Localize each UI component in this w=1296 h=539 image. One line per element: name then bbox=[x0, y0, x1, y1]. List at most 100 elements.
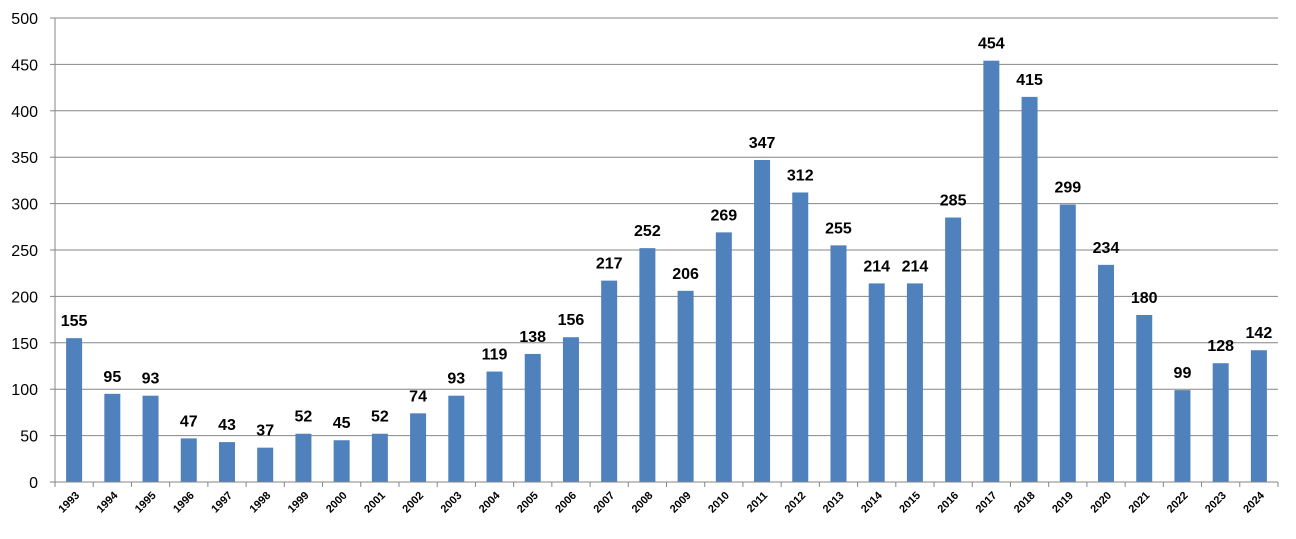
data-label: 138 bbox=[519, 329, 546, 346]
y-tick-label: 0 bbox=[29, 475, 38, 492]
bar-2008 bbox=[639, 248, 656, 482]
x-tick-label: 1994 bbox=[95, 489, 121, 515]
data-label: 156 bbox=[558, 312, 585, 329]
data-label: 128 bbox=[1207, 338, 1234, 355]
x-tick-label: 1999 bbox=[286, 490, 312, 516]
x-tick-label: 2004 bbox=[477, 489, 503, 515]
bar-1996 bbox=[180, 438, 197, 482]
bar-2016 bbox=[945, 217, 962, 482]
bar-1997 bbox=[218, 442, 235, 482]
y-tick-label: 450 bbox=[11, 57, 38, 74]
bar-1994 bbox=[104, 393, 121, 482]
y-tick-label: 350 bbox=[11, 150, 38, 167]
x-tick-label: 2016 bbox=[935, 490, 961, 516]
bar-2021 bbox=[1136, 314, 1153, 482]
x-tick-label: 2000 bbox=[324, 490, 350, 516]
x-tick-label: 1998 bbox=[248, 490, 274, 516]
data-label: 93 bbox=[142, 371, 160, 388]
data-label: 93 bbox=[447, 371, 465, 388]
data-label: 45 bbox=[333, 415, 351, 432]
data-label: 299 bbox=[1054, 180, 1081, 197]
x-tick-label: 2003 bbox=[439, 490, 465, 516]
y-tick-label: 150 bbox=[11, 336, 38, 353]
data-label: 214 bbox=[863, 258, 890, 275]
x-tick-label: 2014 bbox=[859, 489, 885, 515]
x-tick-label: 2001 bbox=[362, 490, 388, 516]
bar-1993 bbox=[66, 338, 83, 482]
x-tick-label: 1995 bbox=[133, 490, 159, 516]
data-label: 142 bbox=[1246, 325, 1273, 342]
bar-2012 bbox=[792, 192, 809, 483]
data-label: 180 bbox=[1131, 290, 1158, 307]
data-label: 95 bbox=[103, 369, 121, 386]
data-label: 47 bbox=[180, 413, 198, 430]
x-tick-label: 2013 bbox=[821, 490, 847, 516]
x-tick-label: 2022 bbox=[1165, 490, 1191, 516]
bar-2018 bbox=[1021, 96, 1038, 482]
bar-2004 bbox=[486, 371, 503, 482]
bar-2007 bbox=[601, 280, 618, 482]
data-label: 415 bbox=[1016, 72, 1043, 89]
y-tick-label: 500 bbox=[11, 11, 38, 28]
bar-2023 bbox=[1212, 363, 1229, 482]
bar-2011 bbox=[754, 159, 771, 482]
bar-2010 bbox=[715, 232, 732, 482]
x-tick-label: 2007 bbox=[591, 490, 617, 516]
bar-2024 bbox=[1250, 350, 1267, 482]
bar-2020 bbox=[1098, 264, 1115, 482]
data-label: 269 bbox=[710, 207, 737, 224]
data-label: 74 bbox=[409, 388, 427, 405]
x-tick-label: 2008 bbox=[630, 490, 656, 516]
x-tick-label: 2020 bbox=[1088, 490, 1114, 516]
data-label: 285 bbox=[940, 193, 967, 210]
x-tick-label: 2009 bbox=[668, 490, 694, 516]
bar-2014 bbox=[868, 283, 885, 482]
data-label: 217 bbox=[596, 256, 623, 273]
x-tick-label: 2015 bbox=[897, 490, 923, 516]
x-tick-label: 2019 bbox=[1050, 490, 1076, 516]
bar-2003 bbox=[448, 395, 465, 482]
data-label: 43 bbox=[218, 417, 236, 434]
bar-2022 bbox=[1174, 390, 1191, 482]
y-tick-label: 200 bbox=[11, 289, 38, 306]
x-tick-label: 2006 bbox=[553, 490, 579, 516]
x-tick-label: 2012 bbox=[783, 490, 809, 516]
data-label: 454 bbox=[978, 36, 1005, 53]
data-label: 252 bbox=[634, 223, 661, 240]
data-label: 99 bbox=[1174, 365, 1192, 382]
bar-2006 bbox=[562, 337, 579, 482]
y-tick-label: 250 bbox=[11, 243, 38, 260]
x-tick-label: 2024 bbox=[1241, 489, 1267, 515]
bar-1999 bbox=[295, 433, 312, 482]
y-tick-label: 400 bbox=[11, 104, 38, 121]
data-label: 347 bbox=[749, 135, 776, 152]
bar-2005 bbox=[524, 353, 541, 482]
x-tick-label: 1997 bbox=[209, 490, 235, 516]
data-label: 52 bbox=[295, 409, 313, 426]
y-tick-label: 50 bbox=[20, 429, 38, 446]
x-tick-label: 2010 bbox=[706, 490, 732, 516]
data-label: 234 bbox=[1093, 240, 1120, 257]
bar-2019 bbox=[1059, 204, 1076, 482]
y-tick-label: 100 bbox=[11, 382, 38, 399]
x-tick-label: 2021 bbox=[1127, 490, 1153, 516]
bar-2013 bbox=[830, 245, 847, 482]
data-label: 52 bbox=[371, 409, 389, 426]
x-tick-label: 1996 bbox=[171, 490, 197, 516]
x-tick-label: 2005 bbox=[515, 490, 541, 516]
bar-2017 bbox=[983, 60, 1000, 483]
x-tick-label: 2018 bbox=[1012, 490, 1038, 516]
data-label: 312 bbox=[787, 167, 814, 184]
bar-2015 bbox=[906, 283, 923, 482]
data-label: 37 bbox=[256, 423, 274, 440]
bar-2001 bbox=[371, 433, 388, 482]
x-tick-label: 2023 bbox=[1203, 490, 1229, 516]
x-tick-label: 2011 bbox=[745, 490, 770, 515]
data-label: 119 bbox=[482, 347, 508, 364]
bar-2009 bbox=[677, 290, 694, 482]
bar-2000 bbox=[333, 440, 350, 482]
bar-2002 bbox=[410, 413, 427, 482]
y-tick-label: 300 bbox=[11, 197, 38, 214]
x-tick-label: 1993 bbox=[56, 490, 82, 516]
